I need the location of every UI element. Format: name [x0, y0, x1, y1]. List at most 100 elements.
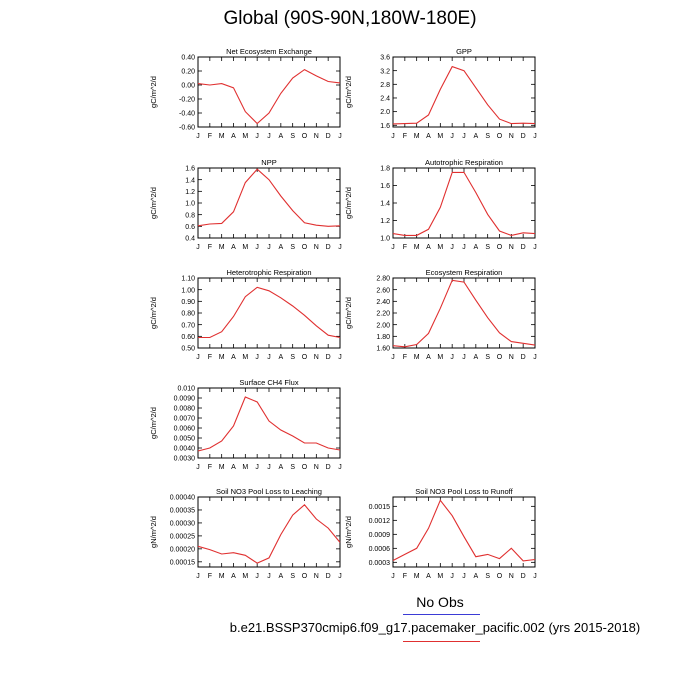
x-tick-label: D: [521, 244, 526, 251]
y-tick-label: 1.00: [181, 287, 195, 294]
y-tick-label: 0.0012: [369, 518, 391, 525]
x-tick-label: M: [242, 464, 248, 471]
x-tick-label: S: [290, 133, 295, 140]
x-tick-label: J: [255, 354, 259, 361]
x-tick-label: D: [326, 133, 331, 140]
series-line-0: [392, 65, 536, 125]
y-tick-label: 0.0070: [174, 416, 196, 423]
plot-frame: [392, 56, 536, 128]
x-tick-label: N: [314, 464, 319, 471]
panel-title: Soil NO3 Pool Loss to Runoff: [415, 487, 513, 496]
y-tick-label: 2.40: [376, 299, 390, 306]
x-tick-label: F: [403, 133, 407, 140]
chart-panel-6: Surface CH4 Flux gC/m^2/d 0.0030 0.0040 0.00…: [149, 378, 342, 471]
x-tick-label: F: [208, 464, 212, 471]
x-tick-label: S: [290, 573, 295, 580]
x-tick-label: M: [437, 244, 443, 251]
y-tick-label: 1.2: [185, 189, 195, 196]
x-tick-label: O: [497, 573, 503, 580]
x-tick-label: J: [391, 244, 395, 251]
x-tick-label: A: [426, 133, 431, 140]
x-tick-label: A: [278, 573, 283, 580]
legend-obs-label: No Obs: [416, 594, 464, 610]
y-tick-label: 0.20: [181, 69, 195, 76]
y-tick-label: 2.4: [380, 96, 390, 103]
x-tick-label: M: [219, 244, 225, 251]
series-line-0: [392, 171, 536, 236]
y-tick-label: 1.0: [185, 201, 195, 208]
series-line-0: [198, 286, 341, 339]
x-tick-label: M: [437, 133, 443, 140]
y-tick-label: 2.0: [380, 109, 390, 116]
x-tick-label: S: [485, 244, 490, 251]
y-tick-label: 1.6: [185, 166, 195, 173]
x-tick-label: F: [403, 354, 407, 361]
x-tick-label: J: [391, 133, 395, 140]
chart-panel-8: Soil NO3 Pool Loss to Runoff gN/m^2/d 0.00…: [344, 487, 537, 580]
x-tick-label: J: [338, 244, 342, 251]
x-tick-label: N: [509, 573, 514, 580]
x-tick-label: A: [231, 354, 236, 361]
x-tick-label: A: [278, 354, 283, 361]
x-tick-label: A: [231, 133, 236, 140]
x-tick-label: O: [302, 244, 308, 251]
x-tick-label: J: [267, 573, 271, 580]
chart-panel-5: Ecosystem Respiration gC/m^2/d 1.60 1.80 2.0…: [344, 268, 537, 361]
x-tick-label: F: [403, 573, 407, 580]
y-tick-label: 0.00020: [170, 546, 195, 553]
plot-frame: [197, 277, 341, 349]
y-tick-label: 0.010: [177, 386, 195, 393]
y-tick-label: 2.80: [376, 276, 390, 283]
series-line-0: [197, 396, 341, 452]
y-tick-label: 1.8: [380, 166, 390, 173]
x-tick-label: J: [450, 354, 454, 361]
y-tick-label: 0.0090: [174, 396, 196, 403]
y-tick-label: 0.0060: [174, 426, 196, 433]
x-tick-label: J: [391, 354, 395, 361]
x-tick-label: N: [314, 133, 319, 140]
x-tick-label: O: [302, 464, 308, 471]
panel-title: Net Ecosystem Exchange: [226, 47, 312, 56]
y-tick-label: 0.8: [185, 212, 195, 219]
y-tick-label: 1.6: [380, 183, 390, 190]
figure-title: Global (90S-90N,180W-180E): [223, 8, 477, 29]
series-line-0: [197, 68, 341, 125]
x-tick-label: F: [208, 133, 212, 140]
x-tick-label: J: [267, 354, 271, 361]
x-tick-label: D: [326, 244, 331, 251]
x-tick-label: J: [462, 354, 466, 361]
x-tick-label: J: [196, 244, 200, 251]
x-tick-label: M: [242, 573, 248, 580]
y-tick-label: -0.60: [179, 125, 195, 132]
y-tick-label: 0.80: [181, 311, 195, 318]
x-tick-label: J: [462, 133, 466, 140]
y-tick-label: 0.0040: [174, 446, 196, 453]
x-tick-label: J: [462, 573, 466, 580]
plot-frame: [197, 167, 341, 239]
y-tick-label: 0.0015: [369, 504, 391, 511]
x-tick-label: F: [208, 354, 212, 361]
x-tick-label: M: [414, 354, 420, 361]
x-tick-label: N: [314, 573, 319, 580]
x-tick-label: S: [290, 354, 295, 361]
panel-title: Heterotrophic Respiration: [226, 268, 311, 277]
x-tick-label: O: [497, 133, 503, 140]
y-tick-label: 2.00: [376, 322, 390, 329]
y-tick-label: 2.60: [376, 287, 390, 294]
x-tick-label: S: [485, 573, 490, 580]
x-tick-label: M: [437, 573, 443, 580]
y-tick-label: 0.0030: [174, 456, 196, 463]
x-tick-label: A: [426, 244, 431, 251]
x-tick-label: J: [462, 244, 466, 251]
x-tick-label: M: [219, 354, 225, 361]
x-tick-label: J: [533, 573, 537, 580]
legend-case-line: [403, 641, 480, 642]
plot-frame: [197, 56, 341, 128]
y-tick-label: 0.60: [181, 334, 195, 341]
y-tick-label: 1.4: [380, 201, 390, 208]
y-tick-label: 1.2: [380, 218, 390, 225]
series-line-0: [392, 499, 536, 562]
x-tick-label: M: [242, 133, 248, 140]
